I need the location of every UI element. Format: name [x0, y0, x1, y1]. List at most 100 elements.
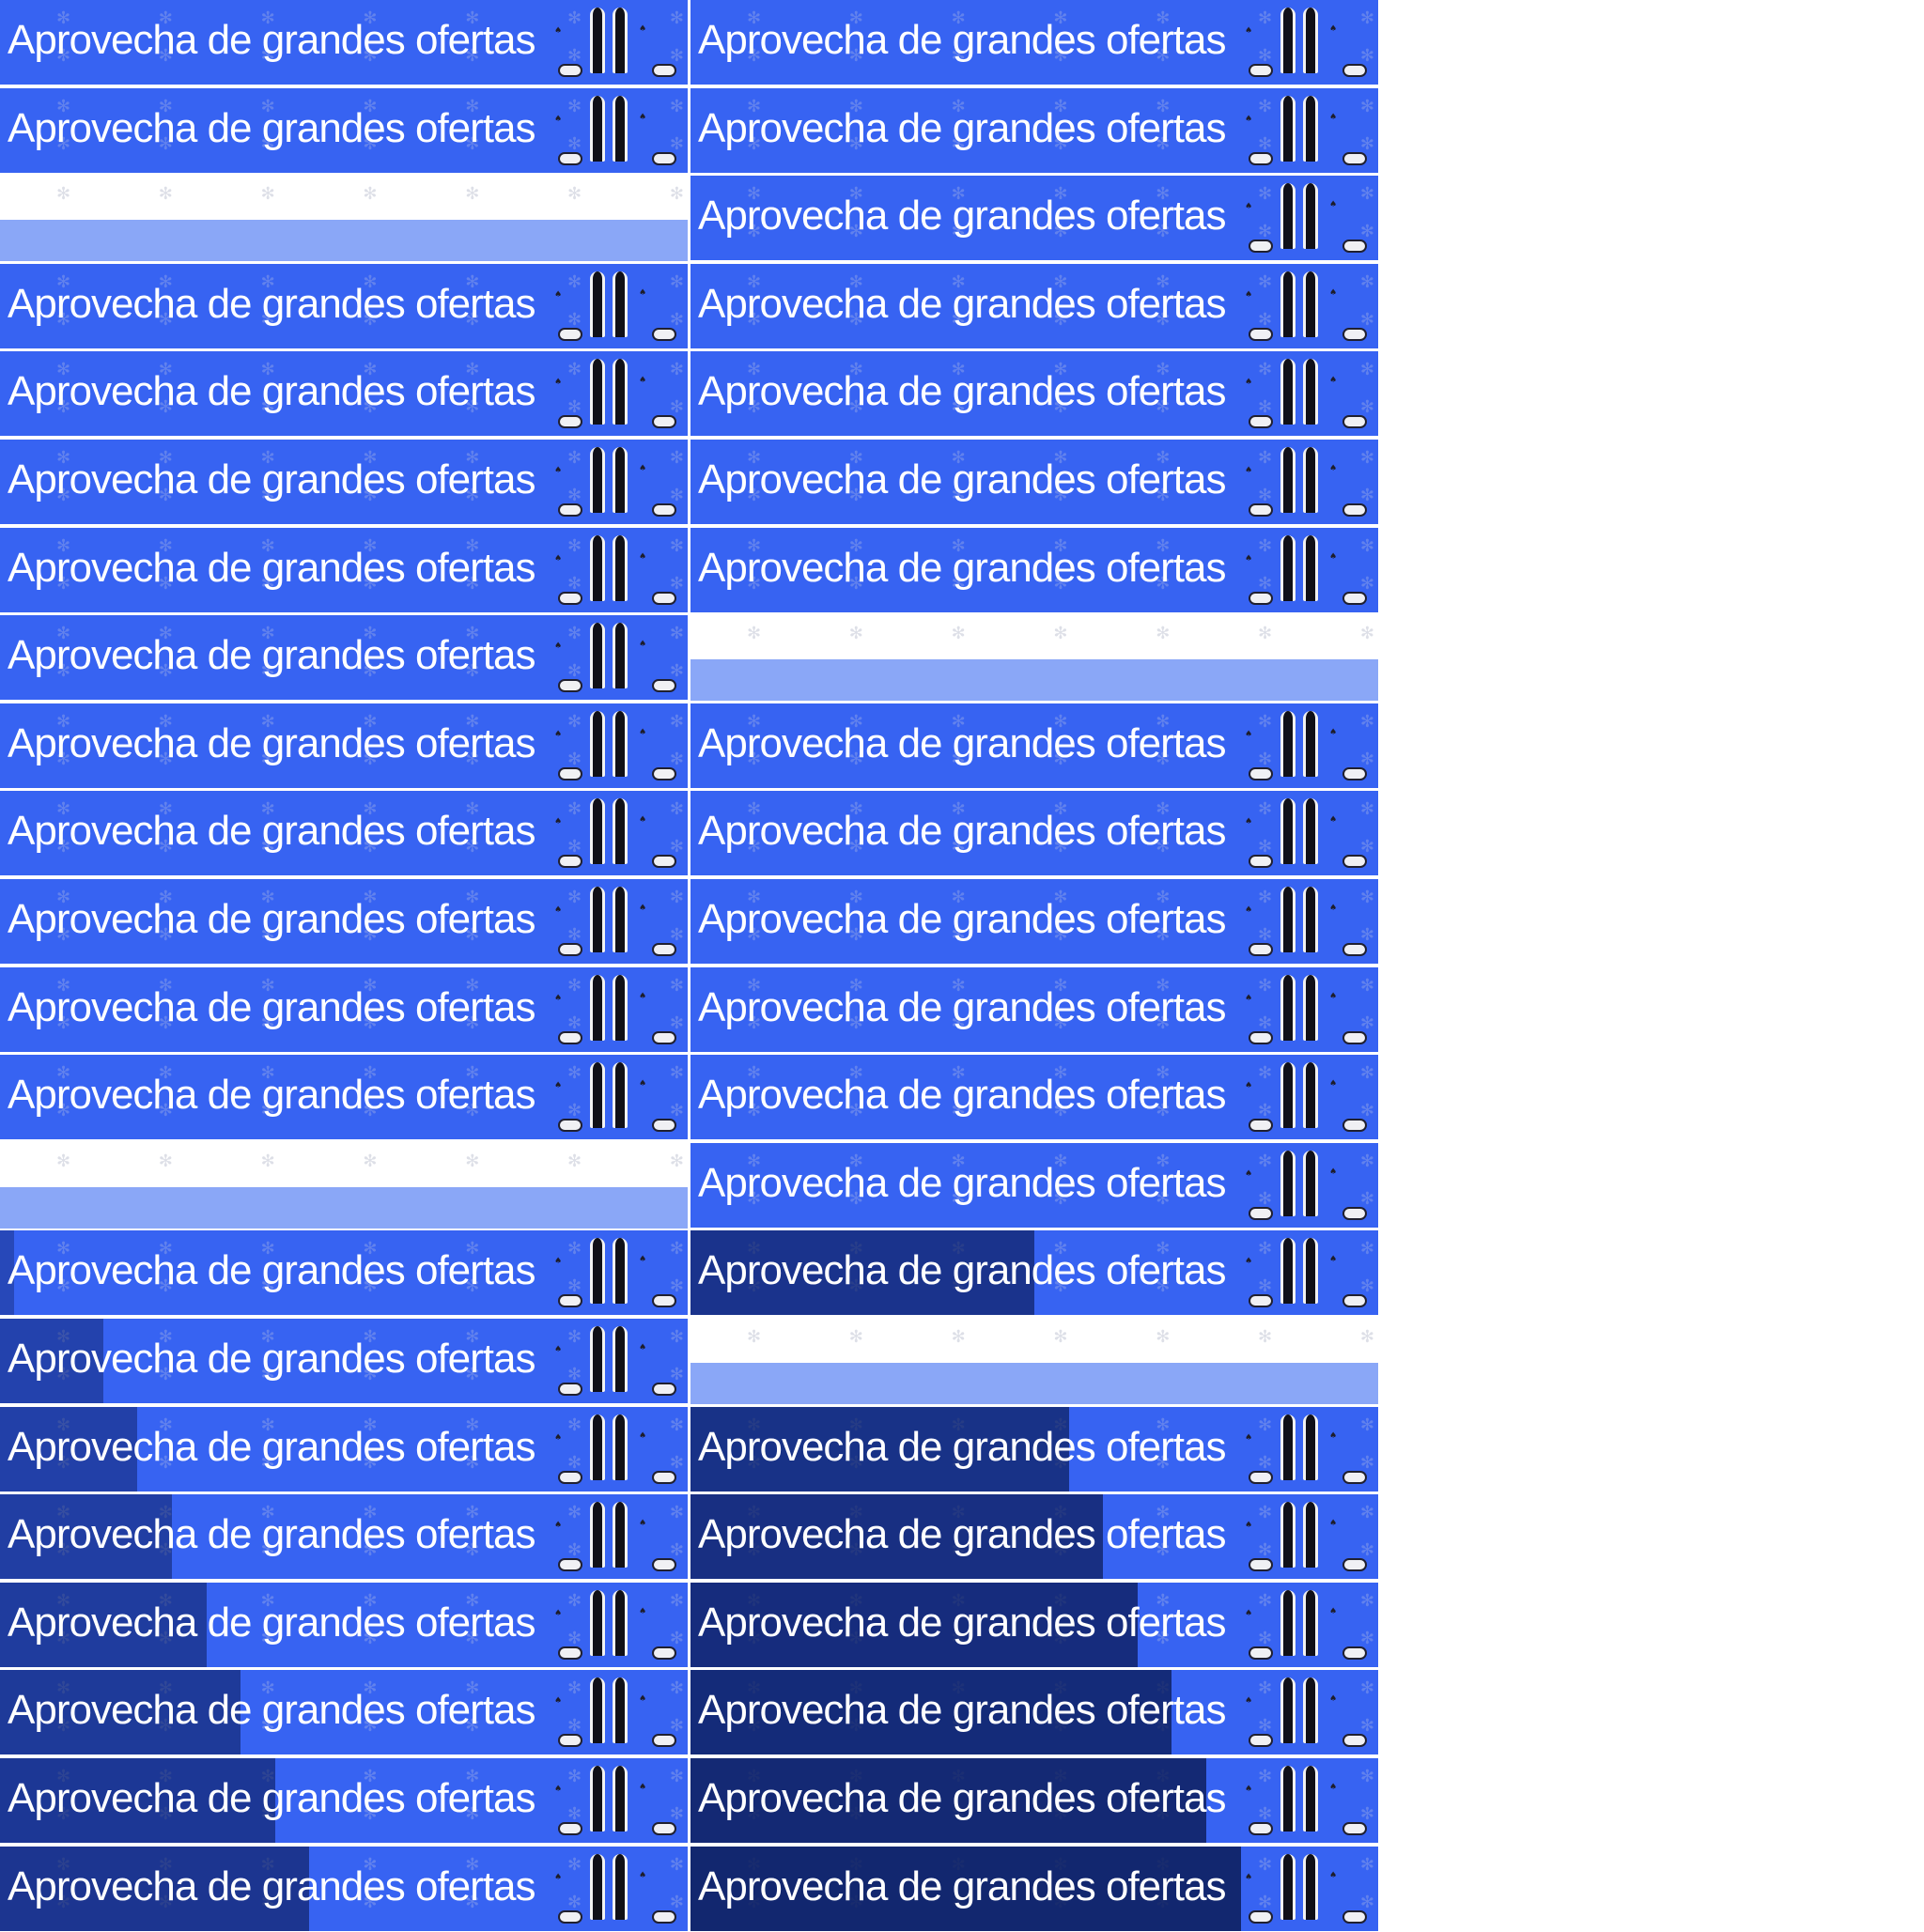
promo-banner[interactable]: ✻ ✻ ✻ ✻ ✻ ✻ ✻ ✻ ✻ ✻ ✻ ✻ ✻ ✻ ✻ ✻ ✻ ✻ ✻ ✻ … [690, 440, 1378, 525]
promo-banner[interactable]: ✻ ✻ ✻ ✻ ✻ ✻ ✻ ✻ ✻ ✻ ✻ ✻ ✻ ✻ ✻ ✻ ✻ ✻ ✻ ✻ … [690, 1142, 1378, 1229]
console-icon [613, 270, 628, 337]
controller-icon [558, 766, 582, 781]
controller-icon [1249, 1822, 1273, 1835]
snowflake-pattern-icon: ✻ ✻ ✻ ✻ ✻ ✻ ✻ ✻ ✻ ✻ ✻ ✻ ✻ ✻ ✻ ✻ ✻ ✻ ✻ ✻ … [747, 360, 1374, 418]
snowflake-pattern-icon: ✻ ✻ ✻ ✻ ✻ ✻ ✻ ✻ ✻ ✻ ✻ ✻ ✻ ✻ ✻ ✻ ✻ ✻ ✻ ✻ … [747, 271, 1374, 330]
promo-banner[interactable]: ✻ ✻ ✻ ✻ ✻ ✻ ✻ ✻ ✻ ✻ ✻ ✻ ✻ ✻ ✻ ✻ ✻ ✻ ✻ ✻ … [0, 966, 688, 1053]
banner-headline: Aprovecha de grandes ofertas [698, 983, 1226, 1030]
promo-banner[interactable]: ✻ ✻ ✻ ✻ ✻ ✻ ✻ ✻ ✻ ✻ ✻ ✻ ✻ ✻ ✻ ✻ ✻ ✻ ✻ ✻ … [690, 176, 1378, 262]
console-product-image: ♠ ♠ [1245, 1414, 1376, 1490]
playstation-logo-icon: ♠ [1245, 1608, 1253, 1618]
promo-banner[interactable]: ✻ ✻ ✻ ✻ ✻ ✻ ✻ ✻ ✻ ✻ ✻ ✻ ✻ ✻ ✻ ✻ ✻ ✻ ✻ ✻ … [0, 879, 688, 965]
console-icon [1280, 1062, 1296, 1129]
promo-banner[interactable]: ✻ ✻ ✻ ✻ ✻ ✻ ✻ ✻ ✻ ✻ ✻ ✻ ✻ ✻ ✻ ✻ ✻ ✻ ✻ ✻ … [690, 879, 1378, 965]
console-product-image: ♠ ♠ [1245, 1766, 1376, 1841]
console-product-image: ♠ ♠ [1245, 1677, 1376, 1753]
console-product-image: ♠ ♠ [1245, 887, 1376, 962]
promo-banner[interactable]: ✻ ✻ ✻ ✻ ✻ ✻ ✻ ✻ ✻ ✻ ✻ ✻ ✻ ✻ ✻ ✻ ✻ ✻ ✻ ✻ … [690, 1758, 1378, 1844]
console-icon [590, 1502, 605, 1569]
banner-wipe-overlay [0, 1230, 14, 1316]
promo-banner[interactable]: ✻ ✻ ✻ ✻ ✻ ✻ ✻ ✻ ✻ ✻ ✻ ✻ ✻ ✻ ✻ ✻ ✻ ✻ ✻ ✻ … [0, 1846, 688, 1932]
promo-banner[interactable]: ✻ ✻ ✻ ✻ ✻ ✻ ✻ ✻ ✻ ✻ ✻ ✻ ✻ ✻ ✻ ✻ ✻ ✻ ✻ ✻ … [0, 440, 688, 525]
promo-banner[interactable]: ✻ ✻ ✻ ✻ ✻ ✻ ✻ ✻ ✻ ✻ ✻ ✻ ✻ ✻ ✻ ✻ ✻ ✻ ✻ ✻ … [0, 703, 688, 789]
console-icon [1303, 887, 1318, 952]
controller-icon [558, 1470, 582, 1484]
controller-icon [652, 855, 676, 869]
banner-headline: Aprovecha de grandes ofertas [698, 1072, 1226, 1119]
console-icon [1280, 534, 1296, 601]
promo-banner[interactable]: ✻ ✻ ✻ ✻ ✻ ✻ ✻ ✻ ✻ ✻ ✻ ✻ ✻ ✻ ✻ ✻ ✻ ✻ ✻ ✻ … [690, 351, 1378, 438]
playstation-logo-icon: ♠ [1245, 1257, 1253, 1267]
playstation-logo-icon: ♠ [639, 1343, 647, 1352]
promo-banner[interactable]: ✻ ✻ ✻ ✻ ✻ ✻ ✻ ✻ ✻ ✻ ✻ ✻ ✻ ✻ ✻ ✻ ✻ ✻ ✻ ✻ … [0, 1319, 688, 1404]
promo-banner[interactable]: ✻ ✻ ✻ ✻ ✻ ✻ ✻ ✻ ✻ ✻ ✻ ✻ ✻ ✻ ✻ ✻ ✻ ✻ ✻ ✻ … [690, 703, 1378, 789]
promo-banner[interactable]: ✻ ✻ ✻ ✻ ✻ ✻ ✻ ✻ ✻ ✻ ✻ ✻ ✻ ✻ ✻ ✻ ✻ ✻ ✻ ✻ … [0, 87, 688, 174]
console-icon [1280, 1238, 1296, 1305]
console-icon [590, 447, 605, 513]
promo-banner[interactable]: ✻ ✻ ✻ ✻ ✻ ✻ ✻ ✻ ✻ ✻ ✻ ✻ ✻ ✻ ✻ ✻ ✻ ✻ ✻ ✻ … [0, 1406, 688, 1492]
promo-banner[interactable]: ✻ ✻ ✻ ✻ ✻ ✻ ✻ ✻ ✻ ✻ ✻ ✻ ✻ ✻ ✻ ✻ ✻ ✻ ✻ ✻ … [690, 1582, 1378, 1668]
console-product-image: ♠ ♠ [554, 1502, 686, 1577]
banner-fade-strip [0, 1186, 688, 1229]
snowflake-pattern-icon: ✻ ✻ ✻ ✻ ✻ ✻ ✻ ✻ ✻ ✻ ✻ ✻ ✻ ✻ ✻ ✻ ✻ ✻ ✻ ✻ … [747, 975, 1374, 1033]
promo-banner[interactable]: ✻ ✻ ✻ ✻ ✻ ✻ ✻ ✻ ✻ ✻ ✻ ✻ ✻ ✻ ✻ ✻ ✻ ✻ ✻ ✻ … [690, 527, 1378, 613]
console-icon [1280, 95, 1296, 162]
playstation-logo-icon: ♠ [639, 727, 647, 737]
console-product-image: ♠ ♠ [554, 270, 686, 347]
snowflake-pattern-icon: ✻ ✻ ✻ ✻ ✻ ✻ ✻ ✻ ✻ ✻ ✻ ✻ ✻ ✻ ✻ ✻ ✻ ✻ ✻ ✻ … [56, 975, 684, 1033]
promo-banner[interactable]: ✻ ✻ ✻ ✻ ✻ ✻ ✻ ✻ ✻ ✻ ✻ ✻ ✻ ✻ ✻ ✻ ✻ ✻ ✻ ✻ … [690, 1055, 1378, 1141]
promo-banner[interactable]: ✻ ✻ ✻ ✻ ✻ ✻ ✻ ✻ ✻ ✻ ✻ ✻ ✻ ✻ ✻ ✻ ✻ ✻ ✻ ✻ … [0, 351, 688, 438]
playstation-logo-icon: ♠ [639, 1430, 647, 1441]
promo-banner[interactable]: ✻ ✻ ✻ ✻ ✻ ✻ ✻ ✻ ✻ ✻ ✻ ✻ ✻ ✻ ✻ ✻ ✻ ✻ ✻ ✻ … [0, 1055, 688, 1141]
promo-banner[interactable]: ✻ ✻ ✻ ✻ ✻ ✻ ✻ ✻ ✻ ✻ ✻ ✻ ✻ ✻ ✻ ✻ ✻ ✻ ✻ ✻ … [690, 1494, 1378, 1581]
promo-banner[interactable]: ✻ ✻ ✻ ✻ ✻ ✻ ✻ ✻ ✻ ✻ ✻ ✻ ✻ ✻ ✻ ✻ ✻ ✻ ✻ ✻ … [0, 791, 688, 877]
promo-banner[interactable]: ✻ ✻ ✻ ✻ ✻ ✻ ✻ ✻ ✻ ✻ ✻ ✻ ✻ ✻ ✻ ✻ ✻ ✻ ✻ ✻ … [0, 263, 688, 349]
playstation-logo-icon: ♠ [1329, 1519, 1338, 1529]
controller-icon [558, 855, 582, 869]
promo-banner[interactable]: ✻ ✻ ✻ ✻ ✻ ✻ ✻ ✻ ✻ ✻ ✻ ✻ ✻ ✻ ✻ ✻ ✻ ✻ ✻ ✻ … [690, 87, 1378, 174]
playstation-logo-icon: ♠ [639, 1606, 647, 1616]
controller-icon [1342, 1734, 1367, 1748]
promo-banner[interactable]: ✻ ✻ ✻ ✻ ✻ ✻ ✻ ✻ ✻ ✻ ✻ ✻ ✻ ✻ ✻ ✻ ✻ ✻ ✻ ✻ … [0, 1670, 688, 1756]
promo-banner[interactable]: ✻ ✻ ✻ ✻ ✻ ✻ ✻ ✻ ✻ ✻ ✻ ✻ ✻ ✻ ✻ ✻ ✻ ✻ ✻ ✻ … [690, 1230, 1378, 1317]
promo-banner[interactable]: ✻ ✻ ✻ ✻ ✻ ✻ ✻ ✻ ✻ ✻ ✻ ✻ ✻ ✻ ✻ ✻ ✻ ✻ ✻ ✻ … [0, 1494, 688, 1581]
promo-banner[interactable]: ✻ ✻ ✻ ✻ ✻ ✻ ✻ ✻ ✻ ✻ ✻ ✻ ✻ ✻ ✻ ✻ ✻ ✻ ✻ ✻ … [690, 0, 1378, 85]
promo-banner[interactable]: ✻ ✻ ✻ ✻ ✻ ✻ ✻ ✻ ✻ ✻ ✻ ✻ ✻ ✻ ✻ ✻ ✻ ✻ ✻ ✻ … [0, 0, 688, 85]
promo-banner[interactable]: ✻ ✻ ✻ ✻ ✻ ✻ ✻ ✻ ✻ ✻ ✻ ✻ ✻ ✻ ✻ ✻ ✻ ✻ ✻ ✻ … [690, 966, 1378, 1053]
controller-icon [1342, 503, 1367, 517]
playstation-logo-icon: ♠ [1329, 1079, 1338, 1090]
promo-banner[interactable]: ✻ ✻ ✻ ✻ ✻ ✻ ✻ ✻ ✻ ✻ ✻ ✻ ✻ ✻ ✻ ✻ ✻ ✻ ✻ ✻ … [0, 615, 688, 702]
controller-icon [558, 943, 582, 956]
controller-icon [1342, 415, 1367, 429]
console-icon [613, 1589, 628, 1656]
controller-icon [652, 1909, 676, 1924]
console-product-image: ♠ ♠ [1245, 1150, 1376, 1226]
console-product-image: ♠ ♠ [554, 534, 686, 611]
playstation-logo-icon: ♠ [639, 24, 647, 34]
controller-icon [1249, 240, 1273, 254]
playstation-logo-icon: ♠ [554, 466, 563, 475]
playstation-logo-icon: ♠ [639, 815, 647, 826]
playstation-logo-icon: ♠ [1245, 1696, 1253, 1707]
controller-icon [1249, 943, 1273, 956]
playstation-logo-icon: ♠ [639, 112, 647, 122]
promo-banner[interactable]: ✻ ✻ ✻ ✻ ✻ ✻ ✻ ✻ ✻ ✻ ✻ ✻ ✻ ✻ ✻ ✻ ✻ ✻ ✻ ✻ … [690, 1846, 1378, 1932]
console-icon [1280, 710, 1296, 777]
promo-banner[interactable]: ✻ ✻ ✻ ✻ ✻ ✻ ✻ ✻ ✻ ✻ ✻ ✻ ✻ ✻ ✻ ✻ ✻ ✻ ✻ ✻ … [0, 1758, 688, 1844]
promo-banner[interactable]: ✻ ✻ ✻ ✻ ✻ ✻ ✻ ✻ ✻ ✻ ✻ ✻ ✻ ✻ ✻ ✻ ✻ ✻ ✻ ✻ … [0, 1230, 688, 1317]
console-product-image: ♠ ♠ [554, 1766, 686, 1841]
console-product-image: ♠ ♠ [554, 8, 686, 83]
playstation-logo-icon: ♠ [1245, 26, 1253, 36]
promo-banner[interactable]: ✻ ✻ ✻ ✻ ✻ ✻ ✻ ✻ ✻ ✻ ✻ ✻ ✻ ✻ ✻ ✻ ✻ ✻ ✻ ✻ … [0, 1582, 688, 1668]
promo-banner[interactable]: ✻ ✻ ✻ ✻ ✻ ✻ ✻ ✻ ✻ ✻ ✻ ✻ ✻ ✻ ✻ ✻ ✻ ✻ ✻ ✻ … [690, 263, 1378, 349]
promo-banner[interactable]: ✻ ✻ ✻ ✻ ✻ ✻ ✻ ✻ ✻ ✻ ✻ ✻ ✻ ✻ ✻ ✻ ✻ ✻ ✻ ✻ … [690, 791, 1378, 877]
console-product-image: ♠ ♠ [554, 974, 686, 1050]
promo-banner[interactable]: ✻ ✻ ✻ ✻ ✻ ✻ ✻ ✻ ✻ ✻ ✻ ✻ ✻ ✻ ✻ ✻ ✻ ✻ ✻ ✻ … [0, 527, 688, 613]
promo-banner[interactable]: ✻ ✻ ✻ ✻ ✻ ✻ ✻ ✻ ✻ ✻ ✻ ✻ ✻ ✻ ✻ ✻ ✻ ✻ ✻ ✻ … [690, 1406, 1378, 1492]
banner-headline: Aprovecha de grandes ofertas [8, 1511, 535, 1558]
promo-banner[interactable]: ✻ ✻ ✻ ✻ ✻ ✻ ✻ ✻ ✻ ✻ ✻ ✻ ✻ ✻ ✻ ✻ ✻ ✻ ✻ ✻ … [690, 1670, 1378, 1756]
snowflake-pattern-icon: ✻ ✻ ✻ ✻ ✻ ✻ ✻ ✻ ✻ ✻ ✻ ✻ ✻ ✻ ✻ ✻ ✻ ✻ ✻ ✻ … [747, 1063, 1374, 1121]
playstation-logo-icon: ♠ [639, 1783, 647, 1792]
console-icon [1280, 1414, 1296, 1480]
